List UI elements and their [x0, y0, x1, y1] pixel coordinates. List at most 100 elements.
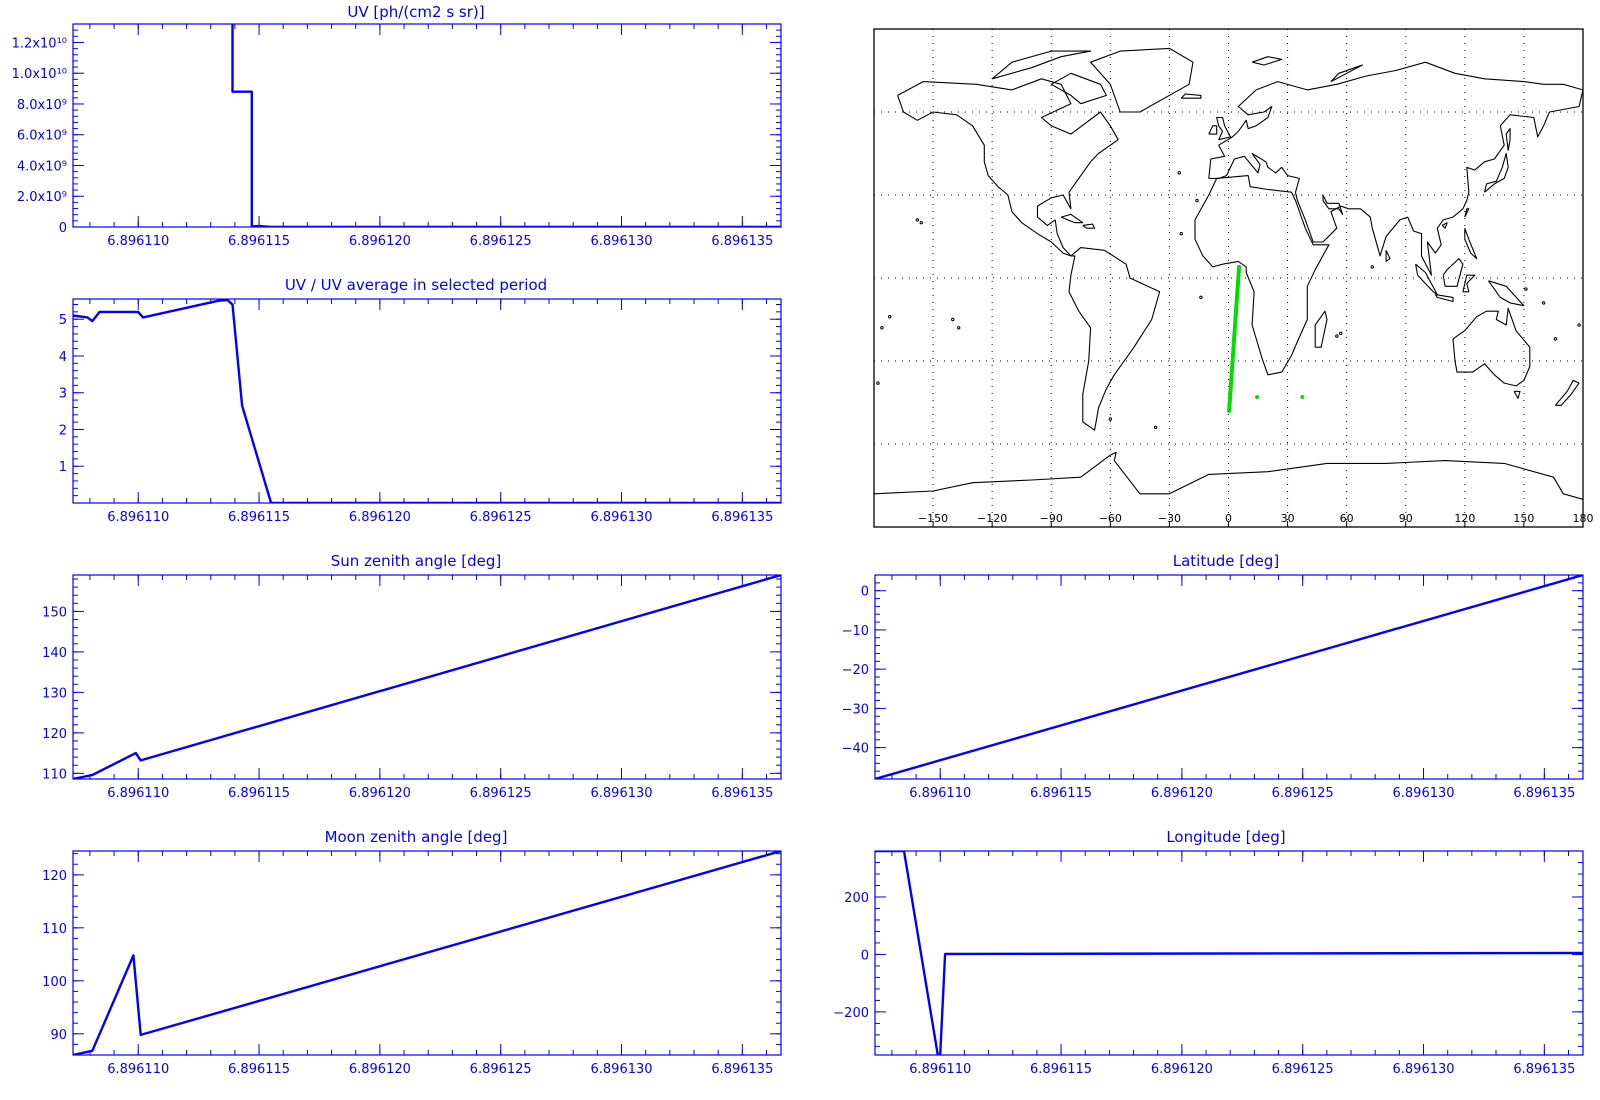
lat-x-tick-label: 6.896115 [1030, 786, 1092, 801]
uv_ratio-plot-frame [72, 298, 782, 504]
uv-x-tick-label: 6.896135 [711, 234, 773, 249]
lat-series-line [875, 575, 1583, 779]
map-lon-tick-label: −150 [918, 512, 948, 525]
lon-x-tick-label: 6.896120 [1151, 1062, 1213, 1077]
coastline-britain [1216, 116, 1232, 141]
coastline-greenland [1090, 47, 1194, 113]
coastline-novaya-zemlya [1330, 64, 1363, 83]
sun-zenith-panel-title: Sun zenith angle [deg] [331, 552, 502, 570]
uv_ratio-x-tick-label: 6.896135 [711, 510, 773, 525]
uv_ratio-series-line [73, 299, 781, 503]
sza-plot-frame [72, 574, 782, 780]
coastline-arctic-archipelago [991, 50, 1092, 80]
coastline-madagascar [1314, 310, 1328, 348]
mza-plot-frame [72, 850, 782, 1056]
uv-x-tick-label: 6.896115 [228, 234, 290, 249]
map-lon-tick-label: 0 [1225, 512, 1232, 525]
lat-x-tick-label: 6.896120 [1151, 786, 1213, 801]
coastline-eurasia [1208, 61, 1583, 276]
coastline-arabia-east-gulf [1322, 194, 1344, 215]
lon-x-tick-label: 6.896115 [1030, 1062, 1092, 1077]
coastline-hainan [1441, 222, 1448, 229]
lat-x-tick-label: 6.896135 [1513, 786, 1575, 801]
uv-panel: UV [ph/(cm2 s sr)] 6.896110 6.896115 6.896… [12, 3, 782, 249]
mza-x-tick-label: 6.896115 [228, 1062, 290, 1077]
satellite-track [1227, 264, 1242, 413]
uv-ratio-panel-title: UV / UV average in selected period [285, 276, 547, 294]
mza-x-tick-label: 6.896120 [349, 1062, 411, 1077]
lat-y-tick-label: −40 [842, 742, 869, 757]
longitude-panel: Longitude [deg] 6.896110 6.896115 6.896120… [833, 828, 1584, 1077]
coastline-japan [1483, 152, 1509, 193]
island-marker [919, 220, 923, 225]
map-coastlines [874, 47, 1583, 500]
uv_ratio-y-tick-label: 5 [59, 313, 67, 328]
uv_ratio-x-tick-label: 6.896115 [228, 510, 290, 525]
island-marker [1199, 295, 1203, 300]
sza-series-line [73, 575, 781, 779]
sza-y-tick-label: 110 [42, 767, 67, 782]
coastline-south-america [1068, 247, 1161, 431]
latitude-panel-title: Latitude [deg] [1173, 552, 1279, 570]
coastline-north-america [897, 78, 1119, 257]
map-lon-tick-label: 90 [1399, 512, 1413, 525]
island-marker [1524, 287, 1528, 291]
mza-x-tick-label: 6.896110 [107, 1062, 169, 1077]
uv-y-tick-label: 2.0x10⁹ [17, 190, 67, 205]
world-map-panel: −150 −120 −90 −60 −30 0 30 60 90 120 150 180 [873, 28, 1594, 528]
island-marker [1195, 198, 1199, 203]
lon-y-tick-label: −200 [833, 1006, 869, 1021]
uv-y-tick-label: 1.2x10¹⁰ [12, 36, 67, 51]
coastline-borneo [1442, 258, 1464, 287]
island-marker [1553, 337, 1558, 341]
coastline-tasmania [1513, 390, 1521, 399]
coastline-sri-lanka [1385, 250, 1391, 262]
island-marker [888, 315, 892, 319]
track-point [1255, 394, 1260, 399]
mza-y-tick-label: 110 [42, 922, 67, 937]
coastline-java [1434, 294, 1454, 303]
mza-y-tick-label: 100 [42, 975, 67, 990]
coastline-australia [1452, 307, 1531, 387]
sun-zenith-panel: Sun zenith angle [deg] 6.896110 6.896115 6… [42, 552, 782, 801]
uv-panel-title: UV [ph/(cm2 s sr)] [347, 3, 484, 21]
coastline-africa [1194, 175, 1330, 376]
uv-y-tick-label: 8.0x10⁹ [17, 98, 67, 113]
island-marker [951, 317, 955, 322]
sza-x-tick-label: 6.896110 [107, 786, 169, 801]
lat-y-tick-label: −20 [842, 663, 869, 678]
uv-y-tick-label: 1.0x10¹⁰ [12, 67, 67, 82]
uv-plot-frame [72, 23, 782, 228]
island-marker [956, 326, 961, 330]
uv_ratio-y-tick-label: 2 [59, 423, 67, 438]
coastline-philippines [1464, 228, 1478, 260]
uv-x-tick-label: 6.896120 [349, 234, 411, 249]
uv-y-tick-label: 6.0x10⁹ [17, 129, 67, 144]
lon-x-tick-label: 6.896130 [1393, 1062, 1455, 1077]
coastline-iceland [1180, 93, 1202, 99]
coastline-taiwan [1464, 208, 1470, 218]
mza-x-tick-label: 6.896125 [470, 1062, 532, 1077]
uv-y-tick-label: 0 [59, 221, 67, 236]
latitude-panel: Latitude [deg] 6.896110 6.896115 6.896120 6… [842, 552, 1584, 801]
uv-x-tick-label: 6.896125 [470, 234, 532, 249]
island-marker [1370, 265, 1374, 269]
island-marker [1577, 323, 1581, 327]
island-marker [1153, 425, 1158, 430]
uv_ratio-y-tick-label: 1 [59, 460, 67, 475]
island-marker [876, 381, 880, 385]
coastline-cuba [1060, 213, 1084, 224]
lon-y-tick-label: 200 [844, 891, 869, 906]
longitude-panel-title: Longitude [deg] [1166, 828, 1285, 846]
uv_ratio-x-tick-label: 6.896125 [470, 510, 532, 525]
lat-y-tick-label: 0 [861, 585, 869, 600]
lat-y-tick-label: −10 [842, 624, 869, 639]
map-lon-tick-label: −30 [1158, 512, 1181, 525]
coastline-hispaniola [1082, 223, 1096, 229]
coastline-new-guinea [1488, 280, 1525, 307]
island-marker [1339, 331, 1343, 336]
sza-y-tick-label: 130 [42, 686, 67, 701]
lon-y-tick-label: 0 [861, 948, 869, 963]
uv_ratio-x-tick-label: 6.896120 [349, 510, 411, 525]
